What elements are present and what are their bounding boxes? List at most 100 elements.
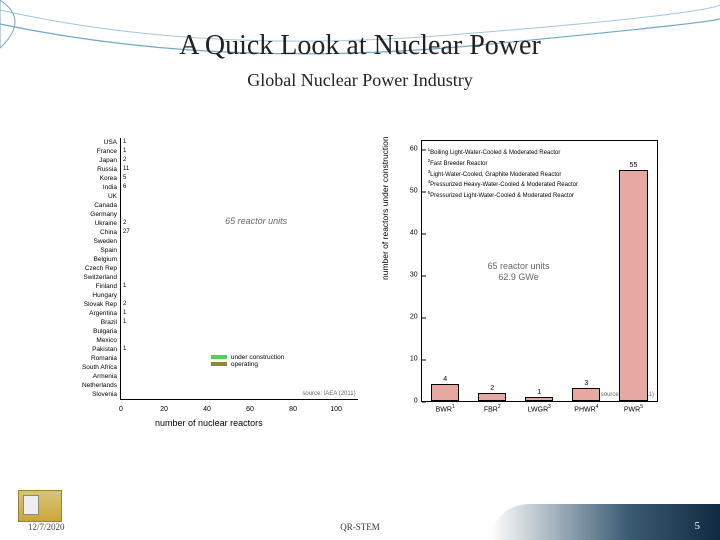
country-label: Pakistan — [92, 346, 121, 353]
country-label: Germany — [90, 211, 121, 218]
construction-value: 1 — [123, 148, 126, 154]
construction-value: 2 — [123, 220, 126, 226]
right-chart-xtick: BWR1 — [436, 404, 455, 413]
right-chart-xtick: LWGR3 — [528, 404, 551, 413]
right-chart-xtick: FBR2 — [484, 404, 501, 413]
left-chart-plot: 65 reactor units under construction oper… — [120, 138, 358, 400]
bar-rect — [572, 388, 600, 401]
bar-value: 3 — [572, 380, 600, 387]
country-label: Ukraine — [95, 220, 121, 227]
country-label: Brazil — [101, 319, 121, 326]
bar-rect — [619, 170, 647, 401]
right-chart: number of reactors under construction 1B… — [383, 130, 670, 430]
country-label: Sweden — [94, 238, 122, 245]
right-chart-plot: 1Boiling Light-Water-Cooled & Moderated … — [421, 140, 658, 402]
country-label: Korea — [100, 175, 121, 182]
right-chart-xtick: PWR5 — [624, 404, 643, 413]
legend-label-operating: operating — [231, 361, 258, 368]
construction-value: 5 — [123, 175, 126, 181]
right-chart-annot-line1: 65 reactor units — [488, 261, 550, 271]
country-label: USA — [104, 139, 121, 146]
bar-rect — [525, 397, 553, 401]
right-chart-ytick: 40 — [410, 230, 422, 237]
bar-value: 1 — [525, 389, 553, 396]
reactor-type-bar: 2 — [478, 393, 506, 401]
right-chart-ytick: 30 — [410, 272, 422, 279]
legend-swatch-operating — [211, 362, 227, 366]
left-chart-xtick: 60 — [246, 406, 254, 413]
country-label: Belgium — [94, 256, 121, 263]
country-label: Czech Rep — [85, 265, 121, 272]
right-chart-ytick: 60 — [410, 146, 422, 153]
construction-value: 1 — [123, 283, 126, 289]
country-row: Brazil1 — [121, 319, 126, 326]
country-row: Finland1 — [121, 283, 126, 290]
left-chart-xlabel: number of nuclear reactors — [50, 418, 368, 428]
reactor-type-bar: 1 — [525, 397, 553, 401]
left-chart: 65 reactor units under construction oper… — [50, 130, 368, 430]
country-label: Switzerland — [83, 274, 121, 281]
country-row: Korea5 — [121, 175, 126, 182]
country-label: Netherlands — [82, 382, 121, 389]
country-row: France1 — [121, 148, 126, 155]
country-label: Russia — [97, 166, 121, 173]
slide-thumbnail-icon — [18, 490, 62, 522]
right-chart-key: 1Boiling Light-Water-Cooled & Moderated … — [428, 147, 578, 201]
key-entry: 3Light-Water-Cooled, Graphite Moderated … — [428, 169, 578, 180]
country-label: Japan — [99, 157, 121, 164]
reactor-type-bar: 3 — [572, 388, 600, 401]
left-chart-xtick: 0 — [119, 406, 123, 413]
country-row: Argentina1 — [121, 310, 126, 317]
right-chart-xtick: PHWR4 — [574, 404, 598, 413]
country-label: Bulgaria — [93, 328, 121, 335]
country-label: Hungary — [92, 292, 121, 299]
country-label: Armenia — [93, 373, 121, 380]
construction-value: 1 — [123, 346, 126, 352]
right-chart-ytick: 50 — [410, 188, 422, 195]
country-label: Slovak Rep — [84, 301, 121, 308]
country-label: Finland — [96, 283, 121, 290]
country-label: China — [100, 229, 121, 236]
construction-value: 27 — [123, 229, 130, 235]
footer-center: QR-STEM — [0, 522, 720, 532]
bar-value: 4 — [431, 376, 459, 383]
construction-value: 6 — [123, 184, 126, 190]
reactor-type-bar: 4 — [431, 384, 459, 401]
left-chart-source: source: IAEA (2011) — [302, 391, 355, 397]
right-chart-ylabel: number of reactors under construction — [380, 136, 390, 280]
country-label: Mexico — [96, 337, 121, 344]
right-chart-ytick: 10 — [410, 356, 422, 363]
right-chart-ytick: 20 — [410, 314, 422, 321]
bar-rect — [431, 384, 459, 401]
slide-title: A Quick Look at Nuclear Power — [0, 30, 720, 62]
country-label: South Africa — [82, 364, 121, 371]
left-chart-xtick: 80 — [289, 406, 297, 413]
legend-swatch-construction — [211, 355, 227, 359]
legend-label-construction: under construction — [231, 354, 284, 361]
construction-value: 2 — [123, 157, 126, 163]
country-row: Slovak Rep2 — [121, 301, 126, 308]
country-label: Romania — [91, 355, 121, 362]
country-label: India — [103, 184, 121, 191]
left-chart-xtick: 100 — [330, 406, 342, 413]
country-row: Japan2 — [121, 157, 126, 164]
key-entry: 2Fast Breeder Reactor — [428, 158, 578, 169]
country-label: France — [97, 148, 121, 155]
country-label: Spain — [100, 247, 121, 254]
bar-value: 2 — [478, 385, 506, 392]
reactor-type-bar: 55 — [619, 170, 647, 401]
construction-value: 1 — [123, 139, 126, 145]
construction-value: 1 — [123, 319, 126, 325]
country-label: Argentina — [89, 310, 121, 317]
footer-page: 5 — [695, 520, 701, 532]
right-chart-ytick: 0 — [414, 398, 422, 405]
bar-rect — [478, 393, 506, 401]
left-chart-annotation: 65 reactor units — [225, 216, 287, 226]
construction-value: 11 — [123, 166, 129, 172]
key-entry: 1Boiling Light-Water-Cooled & Moderated … — [428, 147, 578, 158]
key-entry: 4Pressurized Heavy-Water-Cooled & Modera… — [428, 179, 578, 190]
left-chart-xtick: 40 — [203, 406, 211, 413]
country-row: Russia11 — [121, 166, 129, 173]
country-row: Ukraine2 — [121, 220, 126, 227]
construction-value: 2 — [123, 301, 126, 307]
